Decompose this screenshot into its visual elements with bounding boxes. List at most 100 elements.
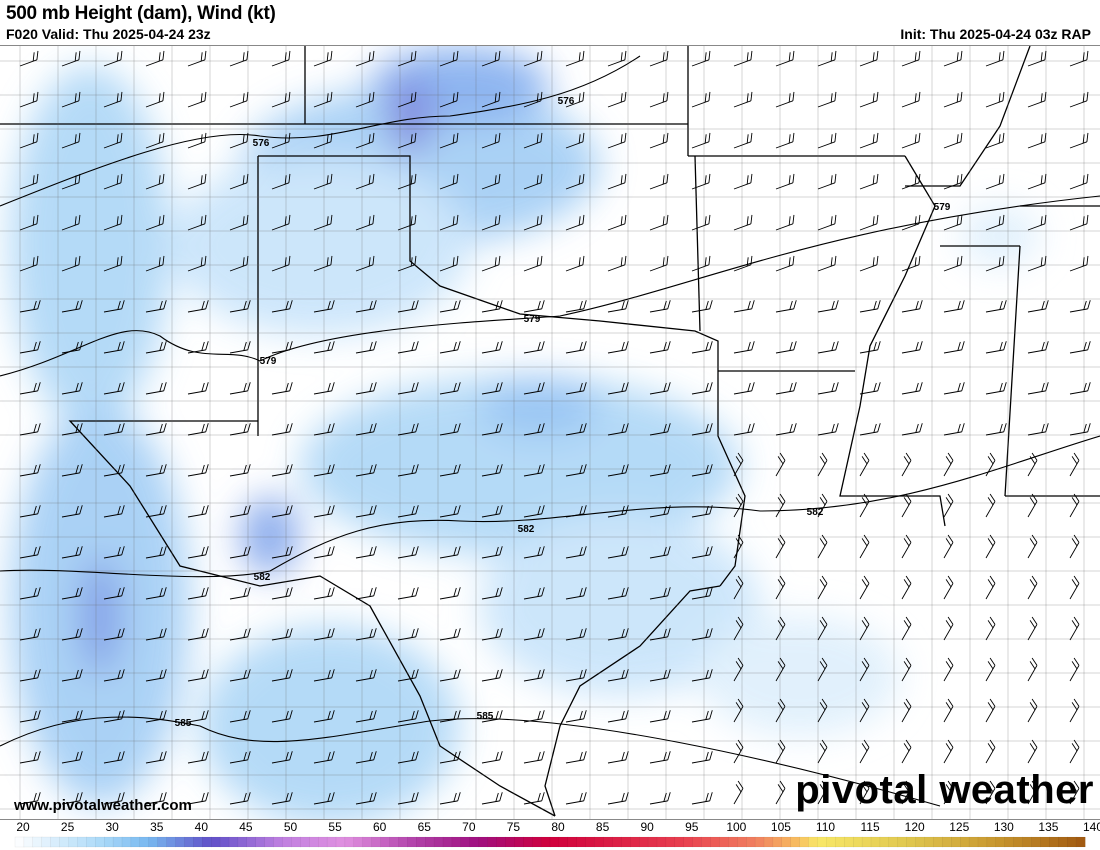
- wind-barb: [229, 587, 251, 600]
- wind-barb: [523, 132, 543, 149]
- wind-barb: [271, 710, 293, 723]
- colorbar-cell: [995, 836, 1006, 848]
- wind-barb: [943, 91, 963, 108]
- colorbar-cell: [264, 836, 275, 848]
- wind-barb: [271, 341, 293, 354]
- wind-barb: [481, 546, 503, 559]
- wind-barb: [355, 710, 377, 723]
- wind-barb: [229, 255, 249, 272]
- wind-barb: [61, 423, 83, 436]
- brand-logo: pivotal weather: [795, 768, 1094, 812]
- wind-barb: [649, 132, 669, 149]
- wind-barb: [481, 505, 503, 518]
- wind-barb: [943, 255, 963, 272]
- wind-barb: [103, 382, 125, 395]
- wind-barb: [187, 214, 207, 231]
- wind-barb: [733, 780, 744, 805]
- wind-barb: [313, 214, 333, 231]
- wind-barb: [817, 534, 828, 559]
- wind-barb: [1027, 423, 1049, 436]
- wind-barb: [19, 628, 41, 641]
- wind-barb: [691, 173, 711, 190]
- wind-barb: [61, 587, 83, 600]
- colorbar-cell: [237, 836, 248, 848]
- wind-barb: [565, 792, 587, 805]
- wind-barb: [859, 300, 881, 313]
- contour-label: 582: [518, 524, 535, 535]
- wind-barb: [523, 50, 543, 67]
- wind-barbs: [19, 50, 1091, 805]
- wind-barb: [859, 341, 881, 354]
- wind-barb: [649, 341, 671, 354]
- wind-barb: [271, 505, 293, 518]
- colorbar-cell: [710, 836, 720, 848]
- wind-barb: [313, 628, 335, 641]
- wind-barb: [817, 300, 839, 313]
- wind-barb: [859, 214, 879, 231]
- wind-barb: [439, 50, 459, 67]
- wind-barb: [943, 616, 954, 641]
- wind-barb: [397, 300, 419, 313]
- colorbar-tick-label: 30: [105, 820, 119, 834]
- wind-barb: [901, 657, 912, 682]
- colorbar-cell: [861, 836, 872, 848]
- colorbar-cell: [986, 836, 997, 848]
- wind-barb: [691, 214, 711, 231]
- wind-barb: [1069, 300, 1091, 313]
- colorbar-cell: [906, 836, 917, 848]
- colorbar-cell: [371, 836, 382, 848]
- wind-barb: [1027, 50, 1047, 67]
- wind-barb: [271, 50, 291, 67]
- wind-barb: [901, 423, 923, 436]
- wind-barb: [985, 423, 1007, 436]
- contour-label: 585: [477, 711, 494, 722]
- wind-barb: [691, 546, 713, 559]
- colorbar-cell: [41, 836, 52, 848]
- wind-barb: [145, 132, 165, 149]
- colorbar-cell: [184, 836, 194, 848]
- wind-barb: [439, 214, 459, 231]
- wind-barb: [901, 382, 923, 395]
- weather-map: 576 576 579 579 579 582 582 582 585 585: [0, 45, 1100, 820]
- wind-barb: [985, 493, 996, 518]
- wind-barb: [943, 575, 954, 600]
- wind-barb: [187, 255, 207, 272]
- wind-barb: [481, 751, 503, 764]
- wind-barb: [775, 698, 786, 723]
- wind-barb: [523, 423, 545, 436]
- colorbar-cell: [433, 836, 444, 848]
- wind-barb: [481, 50, 501, 67]
- wind-barb: [985, 739, 996, 764]
- wind-barb: [985, 173, 1005, 190]
- wind-barb: [985, 780, 996, 805]
- wind-barb: [19, 300, 41, 313]
- wind-barb: [859, 452, 870, 477]
- colorbar-cell: [558, 836, 569, 848]
- wind-barb: [565, 214, 585, 231]
- wind-barb: [607, 710, 629, 723]
- wind-barb: [733, 534, 744, 559]
- colorbar-tick-label: 65: [418, 820, 432, 834]
- wind-barb: [355, 505, 377, 518]
- wind-barb: [943, 300, 965, 313]
- colorbar-tick-label: 135: [1038, 820, 1058, 834]
- wind-barb: [691, 669, 713, 682]
- wind-barb: [103, 587, 125, 600]
- wind-barb: [817, 341, 839, 354]
- wind-barb: [1069, 780, 1080, 805]
- wind-barb: [103, 546, 125, 559]
- colorbar-cell: [808, 836, 818, 848]
- colorbar-tick-label: 60: [373, 820, 387, 834]
- colorbar-cell: [523, 836, 533, 848]
- website-link[interactable]: www.pivotalweather.com: [14, 797, 192, 814]
- wind-barb: [103, 255, 123, 272]
- wind-barb: [691, 751, 713, 764]
- wind-barb: [397, 546, 419, 559]
- wind-barb: [19, 792, 41, 805]
- wind-barb: [145, 669, 167, 682]
- wind-barb: [649, 587, 671, 600]
- wind-barb: [355, 91, 375, 108]
- wind-barb: [691, 300, 713, 313]
- wind-barb: [19, 546, 41, 559]
- wind-barb: [271, 423, 293, 436]
